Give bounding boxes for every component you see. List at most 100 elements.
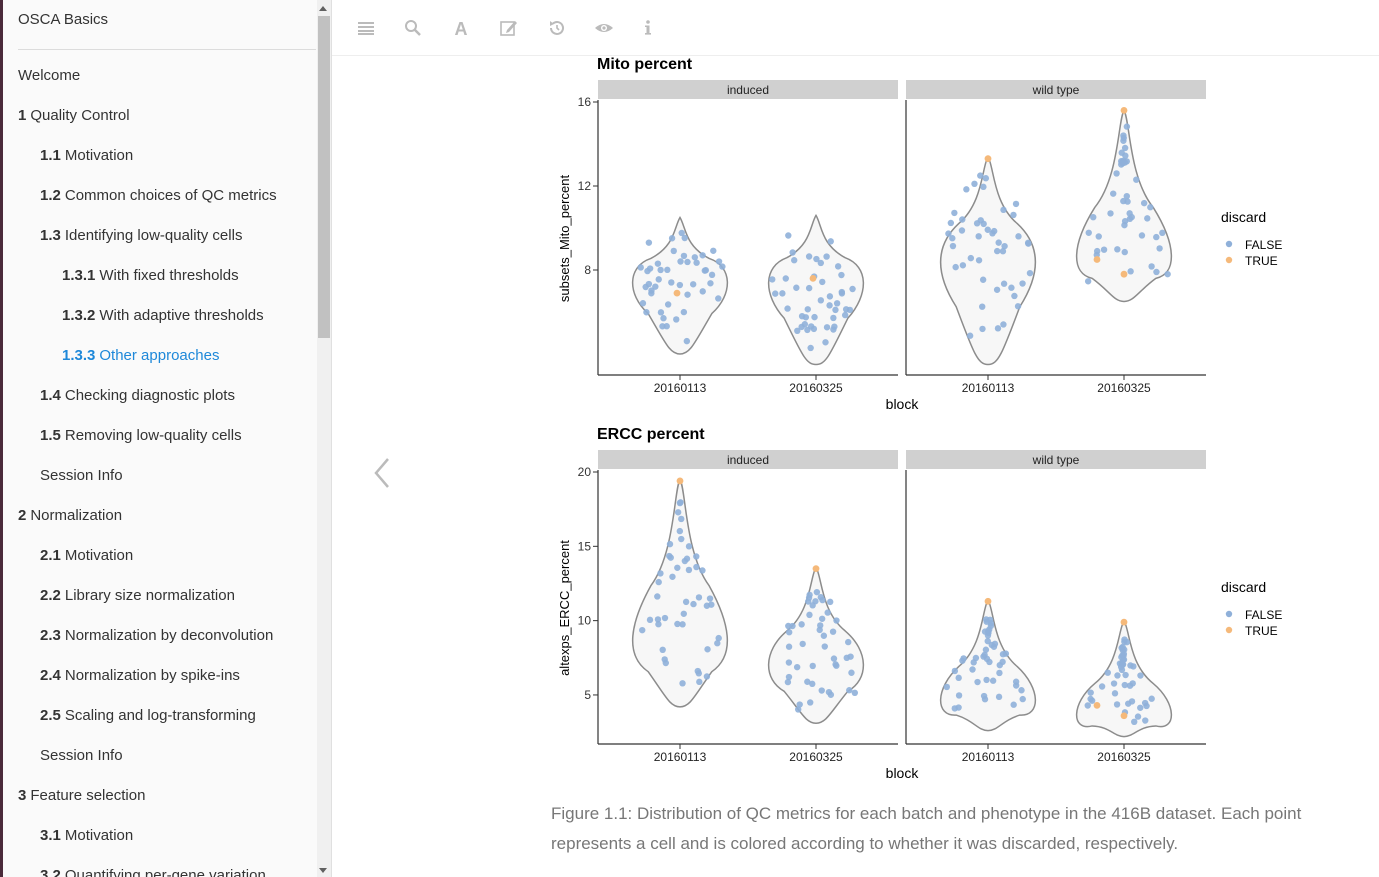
- sidebar-item[interactable]: 2.1 Motivation: [40, 547, 133, 564]
- previous-page-icon[interactable]: [368, 455, 398, 491]
- x-tick-label: 20160113: [962, 381, 1015, 395]
- sidebar-item-number: 1.1: [40, 147, 61, 164]
- y-tick-label: 20: [578, 465, 592, 479]
- sidebar-item[interactable]: 1.3.3 Other approaches: [62, 347, 219, 364]
- data-point-false: [827, 691, 835, 698]
- data-point-false: [655, 578, 662, 586]
- data-point-false: [830, 655, 838, 662]
- sidebar-item[interactable]: 3.2 Quantifying per-gene variation: [40, 867, 266, 877]
- data-point-false: [680, 252, 688, 260]
- data-point-false: [955, 692, 963, 699]
- sidebar-item[interactable]: 2.4 Normalization by spike-ins: [40, 667, 240, 684]
- search-icon[interactable]: [403, 18, 423, 38]
- data-point-false: [817, 297, 825, 304]
- data-point-false: [963, 186, 970, 193]
- sidebar-item[interactable]: 2.5 Scaling and log-transforming: [40, 707, 256, 724]
- legend-swatch-true: [1225, 626, 1233, 634]
- data-point-false: [979, 325, 986, 333]
- legend-title: discard: [1221, 209, 1266, 225]
- data-point-false: [785, 232, 792, 239]
- sidebar-item-number: 2: [18, 507, 27, 524]
- x-tick-label: 20160113: [654, 750, 707, 764]
- sidebar-item[interactable]: 1.3 Identifying low-quality cells: [40, 227, 242, 244]
- data-point-false: [1148, 263, 1155, 270]
- data-point-false: [807, 699, 814, 706]
- sidebar-item-label: Quantifying per-gene variation: [64, 867, 266, 877]
- book-title[interactable]: OSCA Basics: [18, 11, 109, 28]
- sidebar-item[interactable]: 2 Normalization: [18, 507, 122, 524]
- eye-icon[interactable]: [594, 18, 614, 38]
- data-point-false: [793, 284, 800, 291]
- sidebar-scrollbar[interactable]: [317, 0, 332, 877]
- sidebar-item[interactable]: Session Info: [40, 467, 123, 484]
- data-point-false: [710, 247, 717, 254]
- x-tick-label: 20160325: [1097, 750, 1151, 764]
- data-point-false: [1119, 656, 1127, 664]
- data-point-false: [993, 286, 1001, 293]
- history-icon[interactable]: [547, 18, 567, 38]
- sidebar-item[interactable]: Session Info: [40, 747, 123, 764]
- hamburger-icon[interactable]: [356, 18, 376, 38]
- data-point-false: [990, 643, 998, 650]
- scroll-up-icon[interactable]: [319, 6, 327, 11]
- sidebar-item-number: 2.1: [40, 547, 61, 564]
- sidebar-item[interactable]: 3 Feature selection: [18, 787, 145, 804]
- data-point-false: [637, 264, 644, 271]
- data-point-false: [676, 527, 684, 535]
- data-point-false: [679, 680, 686, 687]
- data-point-false: [805, 253, 813, 260]
- facet-strip: [906, 80, 1206, 99]
- info-icon[interactable]: [638, 18, 658, 38]
- sidebar-item[interactable]: Welcome: [18, 67, 80, 84]
- facet-label: wild type: [1032, 83, 1080, 97]
- sidebar-item-label: Motivation: [64, 547, 134, 564]
- data-point-false: [678, 535, 685, 543]
- sidebar-item[interactable]: 1 Quality Control: [18, 107, 130, 124]
- edit-icon[interactable]: [499, 18, 519, 38]
- sidebar-item-number: 1.3.1: [62, 267, 96, 284]
- data-point-false: [779, 290, 786, 297]
- data-point-false: [975, 233, 982, 240]
- data-point-false: [1121, 638, 1128, 645]
- data-point-false: [639, 300, 647, 307]
- data-point-false: [691, 254, 699, 261]
- sidebar-item[interactable]: 2.3 Normalization by deconvolution: [40, 627, 273, 644]
- data-point-false: [829, 628, 837, 635]
- data-point-false: [1001, 242, 1008, 250]
- data-point-false: [1121, 159, 1129, 166]
- sidebar-item[interactable]: 1.4 Checking diagnostic plots: [40, 387, 235, 404]
- sidebar-item[interactable]: 1.3.2 With adaptive thresholds: [62, 307, 264, 324]
- data-point-false: [1093, 247, 1101, 255]
- data-point-false: [969, 666, 976, 673]
- legend-swatch-true: [1225, 256, 1233, 264]
- sidebar-item[interactable]: 1.5 Removing low-quality cells: [40, 427, 242, 444]
- sidebar-item[interactable]: 1.2 Common choices of QC metrics: [40, 187, 277, 204]
- data-point-false: [1122, 152, 1129, 159]
- sidebar-item[interactable]: 1.3.1 With fixed thresholds: [62, 267, 239, 284]
- data-point-false: [719, 263, 726, 270]
- y-tick-label: 8: [584, 263, 591, 277]
- font-icon[interactable]: A: [451, 18, 471, 38]
- data-point-true: [1120, 107, 1128, 114]
- data-point-false: [1143, 702, 1150, 710]
- sidebar-item[interactable]: 1.1 Motivation: [40, 147, 133, 164]
- scrollbar-thumb[interactable]: [318, 16, 330, 338]
- sidebar-item[interactable]: 3.1 Motivation: [40, 827, 133, 844]
- data-point-false: [977, 217, 984, 224]
- scroll-down-icon[interactable]: [319, 868, 327, 873]
- data-point-false: [999, 658, 1006, 666]
- sidebar-item-label: Quality Control: [30, 107, 130, 124]
- data-point-false: [1019, 695, 1026, 703]
- data-point-false: [769, 276, 776, 283]
- data-point-false: [699, 252, 706, 259]
- figure-caption: Figure 1.1: Distribution of QC metrics f…: [551, 804, 1302, 853]
- sidebar-item-label: Checking diagnostic plots: [64, 387, 235, 404]
- data-point-false: [785, 673, 793, 681]
- data-point-false: [1147, 204, 1154, 211]
- data-point-false: [819, 278, 826, 286]
- data-point-false: [1025, 240, 1032, 247]
- sidebar-item[interactable]: 2.2 Library size normalization: [40, 587, 235, 604]
- data-point-false: [951, 209, 958, 217]
- data-point-false: [841, 311, 849, 319]
- sidebar-item-label: Normalization: [30, 507, 123, 524]
